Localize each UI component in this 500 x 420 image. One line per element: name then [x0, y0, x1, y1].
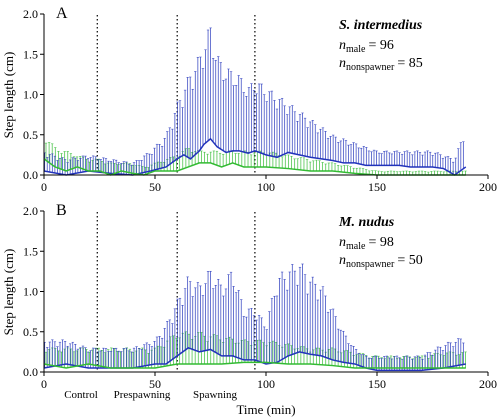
panel-a: 0 50 100 150 200 0.0 0.5 1.0 1.5 2.0 A Step lengt… — [1, 5, 497, 194]
x-tick-label: 50 — [149, 180, 161, 194]
y-tick-label: 2.0 — [23, 7, 38, 21]
y-tick-label: 1.5 — [23, 244, 38, 258]
panel-b: 0 50 100 150 200 0.0 0.5 1.0 1.5 2.0 B Step lengt… — [1, 202, 497, 417]
series-nonspawner-mean-line — [43, 158, 466, 176]
panel-a-species: S. intermedius — [339, 18, 423, 33]
y-tick-label: 2.0 — [23, 204, 38, 218]
y-tick-label: 1.0 — [23, 88, 38, 102]
phase-label-spawning: Spawning — [193, 389, 238, 401]
series-nonspawner-mean-line — [43, 361, 466, 369]
series-male-mean-line — [43, 137, 467, 176]
y-tick-label: 0.0 — [23, 168, 38, 182]
panel-a-ticks: 0 50 100 150 200 0.0 0.5 1.0 1.5 2.0 — [23, 7, 497, 194]
y-tick-label: 0.0 — [23, 365, 38, 379]
panel-a-letter: A — [56, 5, 68, 22]
x-axis-title: Time (min) — [236, 402, 295, 417]
panel-a-plot — [43, 15, 467, 176]
panel-b-ticks: 0 50 100 150 200 0.0 0.5 1.0 1.5 2.0 — [23, 204, 497, 391]
x-tick-label: 200 — [479, 180, 497, 194]
x-tick-label: 200 — [479, 377, 497, 391]
y-tick-label: 1.5 — [23, 47, 38, 61]
panel-b-letter: B — [56, 202, 67, 219]
x-tick-label: 50 — [149, 377, 161, 391]
x-tick-label: 0 — [41, 377, 47, 391]
y-tick-label: 0.5 — [23, 128, 38, 142]
panel-b-species: M. nudus — [338, 215, 395, 230]
panel-b-y-axis-title: Step length (cm) — [1, 249, 16, 336]
phase-label-control: Control — [64, 389, 98, 401]
y-tick-label: 0.5 — [23, 325, 38, 339]
x-tick-label: 0 — [41, 180, 47, 194]
x-tick-label: 150 — [368, 180, 386, 194]
panel-b-n-nonspawner: nnonspawner = 50 — [339, 253, 423, 270]
x-tick-label: 150 — [368, 377, 386, 391]
panel-b-n-male: nmale = 98 — [339, 235, 394, 252]
y-tick-label: 1.0 — [23, 285, 38, 299]
panel-a-n-nonspawner: nnonspawner = 85 — [339, 56, 423, 73]
panel-a-y-axis-title: Step length (cm) — [1, 52, 16, 139]
phase-label-prespawning: Prespawning — [114, 389, 171, 401]
x-tick-label: 100 — [257, 180, 275, 194]
x-tick-label: 100 — [257, 377, 275, 391]
panel-a-n-male: nmale = 96 — [339, 38, 394, 55]
panel-b-plot — [43, 212, 467, 372]
